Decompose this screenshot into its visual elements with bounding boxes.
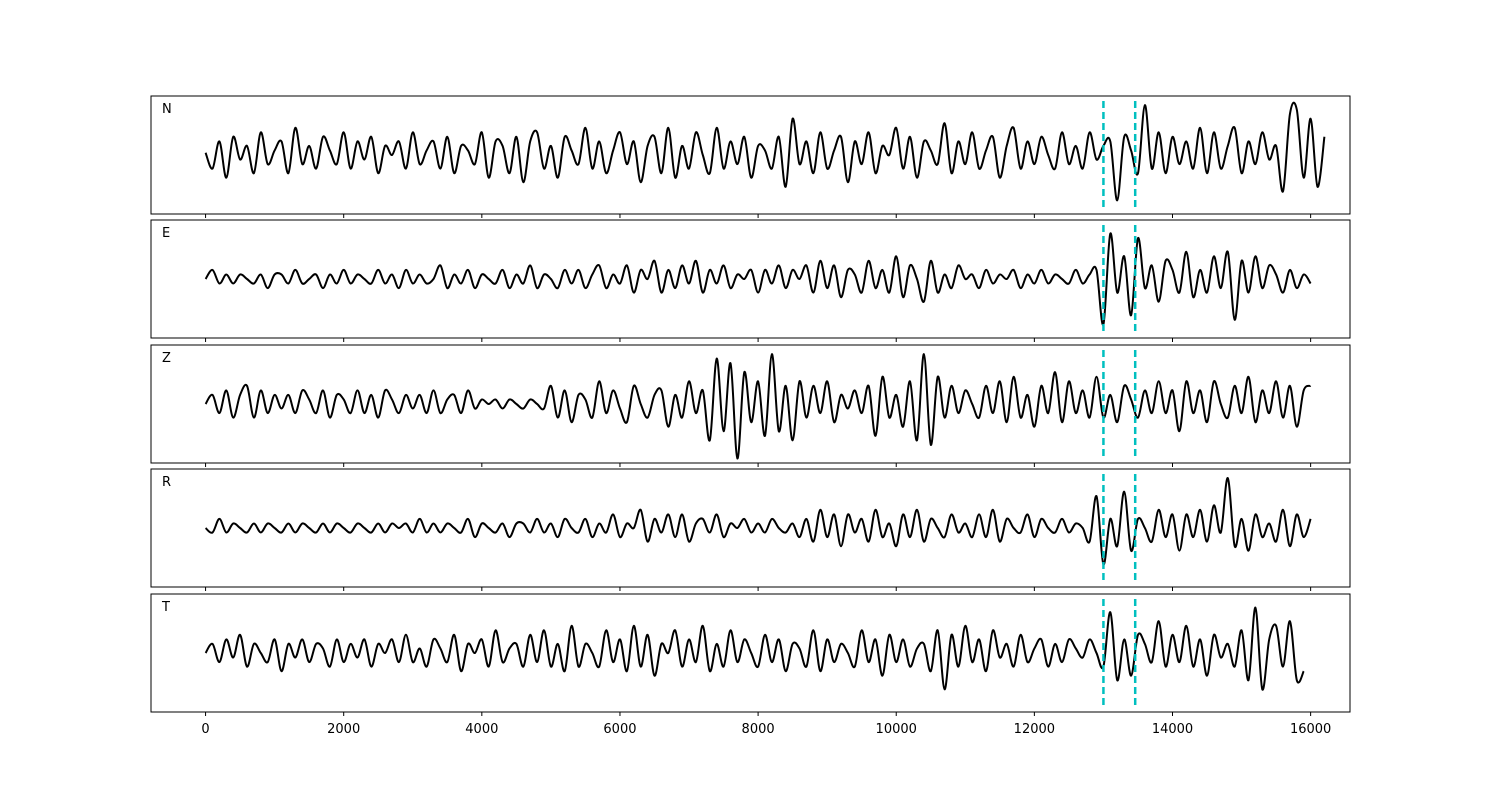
- panel-label-Z: Z: [162, 351, 171, 366]
- panel-label-N: N: [162, 102, 172, 117]
- panel-frame: [150, 593, 1351, 713]
- x-tick-label: 0: [201, 722, 209, 737]
- trace-Z: [204, 353, 1312, 460]
- x-tick-label: 6000: [603, 722, 636, 737]
- trace-E: [204, 232, 1312, 326]
- trace-R: [204, 477, 1312, 566]
- panel-label-E: E: [162, 226, 170, 241]
- x-tick-label: 12000: [1014, 722, 1055, 737]
- panel-label-R: R: [162, 475, 171, 490]
- x-tick-label: 8000: [742, 722, 775, 737]
- x-tick-label: 16000: [1290, 722, 1331, 737]
- x-tick-label: 10000: [876, 722, 917, 737]
- panel-frame: [150, 344, 1351, 464]
- x-tick-label: 14000: [1152, 722, 1193, 737]
- trace-N: [204, 101, 1326, 202]
- panel-frame: [150, 219, 1351, 339]
- trace-T: [204, 606, 1305, 691]
- x-tick-label: 2000: [327, 722, 360, 737]
- panel-label-T: T: [161, 600, 170, 615]
- panel-frame: [150, 468, 1351, 588]
- panel-frame: [150, 95, 1351, 215]
- x-tick-label: 4000: [465, 722, 498, 737]
